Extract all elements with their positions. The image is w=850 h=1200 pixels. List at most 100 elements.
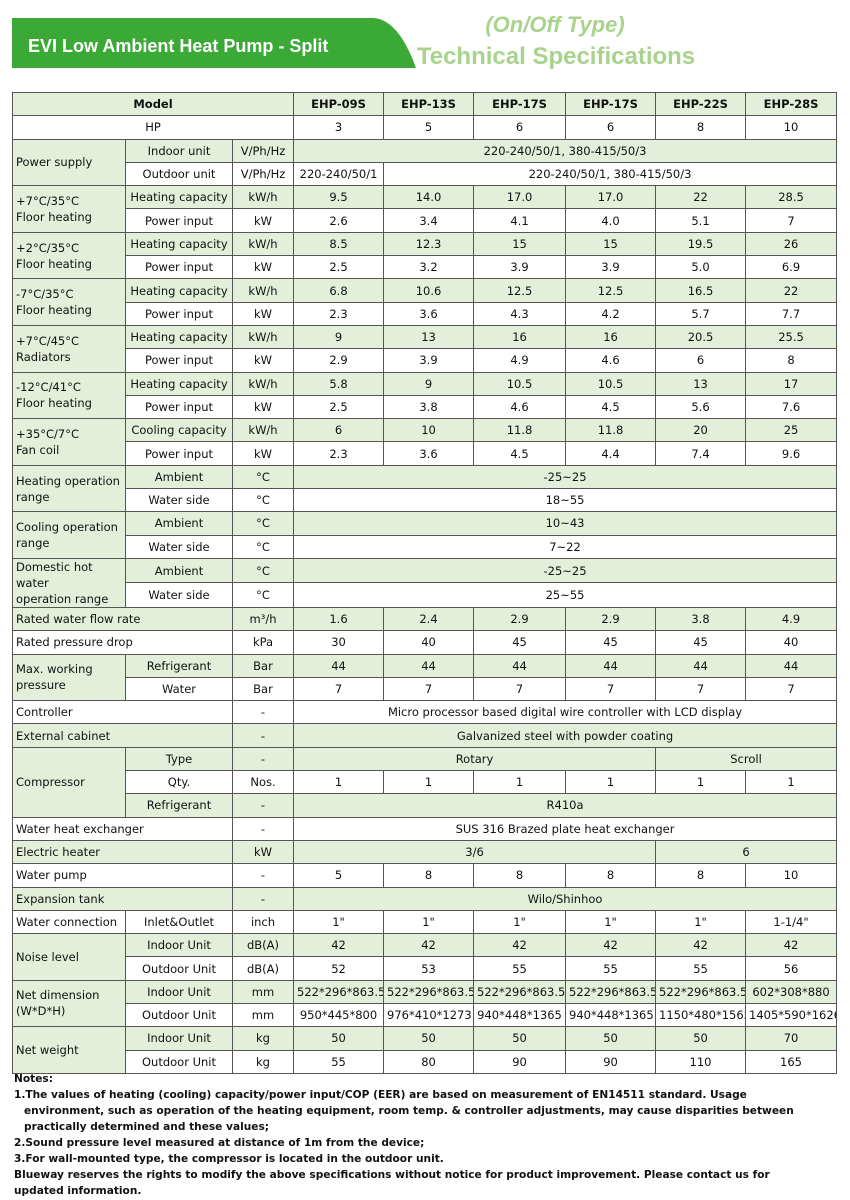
table-cell: 9.6 [745, 441, 838, 466]
table-cell: 4.6 [473, 394, 567, 420]
table-cell: 2.5 [293, 255, 385, 280]
table-cell: EHP-17S [565, 91, 657, 117]
table-cell: 15 [473, 231, 567, 257]
table-cell: 3/6 [293, 839, 657, 865]
table-cell: 7 [383, 676, 475, 702]
table-cell: - [231, 746, 295, 772]
table-cell: 80 [383, 1049, 475, 1074]
table-cell: 12.5 [565, 278, 657, 303]
table-cell: 26 [745, 231, 838, 257]
table-cell: 1-1/4" [745, 909, 838, 935]
table-cell: 6 [473, 115, 567, 140]
table-cell: 4.6 [565, 348, 657, 373]
table-cell: kW/h [231, 231, 295, 257]
table-cell: 52 [293, 956, 385, 981]
table-row: -12°C/41°C Floor heating Heating capacity… [12, 371, 838, 420]
table-cell: 3.6 [383, 441, 475, 466]
table-cell: 53 [383, 956, 475, 981]
table-cell: Indoor unit [125, 138, 233, 163]
table-cell: Bar [231, 653, 295, 678]
table-cell: Rated water flow rate [12, 606, 233, 632]
table-cell: +2°C/35°C Floor heating [12, 231, 126, 280]
table-cell: 42 [473, 933, 567, 958]
table-cell: 220-240/50/1 [293, 161, 385, 187]
table-cell: 2.4 [383, 606, 475, 632]
table-cell: External cabinet [12, 723, 233, 748]
table-cell: 17.0 [565, 185, 657, 210]
table-cell: kg [231, 1049, 295, 1074]
table-cell: Net weight [12, 1026, 126, 1074]
table-cell: 44 [655, 653, 747, 678]
table-cell: 50 [565, 1026, 657, 1051]
table-cell: °C [231, 464, 295, 490]
table-cell: Water pump [12, 863, 233, 888]
table-cell: Refrigerant [125, 793, 233, 818]
table-cell: 4.0 [565, 208, 657, 233]
table-cell: 4.3 [473, 301, 567, 326]
table-cell: Water heat exchanger [12, 816, 233, 841]
table-cell: kg [231, 1026, 295, 1051]
table-cell: 220-240/50/1, 380-415/50/3 [383, 161, 838, 187]
table-cell: 2.3 [293, 441, 385, 466]
table-cell: 7 [745, 676, 838, 702]
table-cell: Heating capacity [125, 185, 233, 210]
table-row: +7°C/35°C Floor heating Heating capacity k… [12, 185, 838, 233]
table-cell: Ambient [125, 464, 233, 490]
table-row: Cooling operation range Ambient °C 10~43 [12, 511, 838, 559]
table-cell: Domestic hot water operation range [12, 557, 126, 608]
table-cell: - [231, 816, 295, 841]
note-line: 3.For wall-mounted type, the compressor … [14, 1153, 444, 1165]
table-cell: EHP-13S [383, 91, 475, 117]
table-cell: Heating operation range [12, 464, 126, 513]
table-cell: 10 [745, 863, 838, 888]
table-cell: 1 [745, 770, 838, 795]
table-cell: 4.5 [565, 394, 657, 420]
table-cell: m³/h [231, 606, 295, 632]
table-cell: 3.4 [383, 208, 475, 233]
table-cell: 1150*480*1565 [655, 1002, 747, 1028]
table-cell: 90 [473, 1049, 567, 1074]
table-cell: 42 [745, 933, 838, 958]
table-cell: 2.9 [473, 606, 567, 632]
table-cell: EHP-17S [473, 91, 567, 117]
table-cell: -25~25 [293, 557, 838, 584]
table-cell: 22 [655, 185, 747, 210]
table-cell: Micro processor based digital wire contr… [293, 700, 838, 725]
table-cell: 940*448*1365 [565, 1002, 657, 1028]
table-row: Water connection Inlet&Outlet inch 1" 1" 1" 1"… [12, 909, 838, 935]
table-row: HP 3 5 6 6 8 10 [11, 115, 838, 140]
table-cell: 44 [565, 653, 657, 678]
table-cell: 3.9 [565, 255, 657, 280]
table-cell: - [231, 863, 295, 888]
table-cell: 10.5 [565, 371, 657, 396]
table-cell: 12.5 [473, 278, 567, 303]
table-row: -7°C/35°C Floor heating Heating capacity k… [12, 278, 838, 326]
table-cell: Indoor Unit [125, 979, 233, 1004]
table-cell: °C [231, 534, 295, 559]
table-cell: 8 [655, 115, 747, 140]
table-cell: 14.0 [383, 185, 475, 210]
table-cell: 6.8 [293, 278, 385, 303]
table-cell: 16.5 [655, 278, 747, 303]
table-cell: 4.1 [473, 208, 567, 233]
table-row: +35°C/7°C Fan coil Cooling capacity kW/h 6 1… [12, 418, 838, 466]
table-cell: 3.2 [383, 255, 475, 280]
table-cell: dB(A) [231, 933, 295, 958]
table-cell: R410a [293, 793, 838, 818]
table-cell: 50 [293, 1026, 385, 1051]
table-row: Rated pressure drop kPa 30 40 45 45 45 40 [12, 630, 838, 655]
table-cell: - [231, 700, 295, 725]
table-cell: kW [231, 348, 295, 373]
table-cell: Power input [125, 348, 233, 373]
table-row: Domestic hot water operation range Ambien… [12, 557, 838, 608]
table-cell: 4.5 [473, 441, 567, 466]
table-row: Outdoor Unit dB(A) 52 53 55 55 55 56 [13, 956, 838, 981]
table-cell: 44 [383, 653, 475, 678]
table-cell: °C [231, 557, 295, 584]
table-cell: Outdoor unit [125, 161, 233, 187]
table-cell: 17.0 [473, 185, 567, 210]
table-cell: 2.3 [293, 301, 385, 326]
table-cell: 5.1 [655, 208, 747, 233]
table-cell: 42 [655, 933, 747, 958]
